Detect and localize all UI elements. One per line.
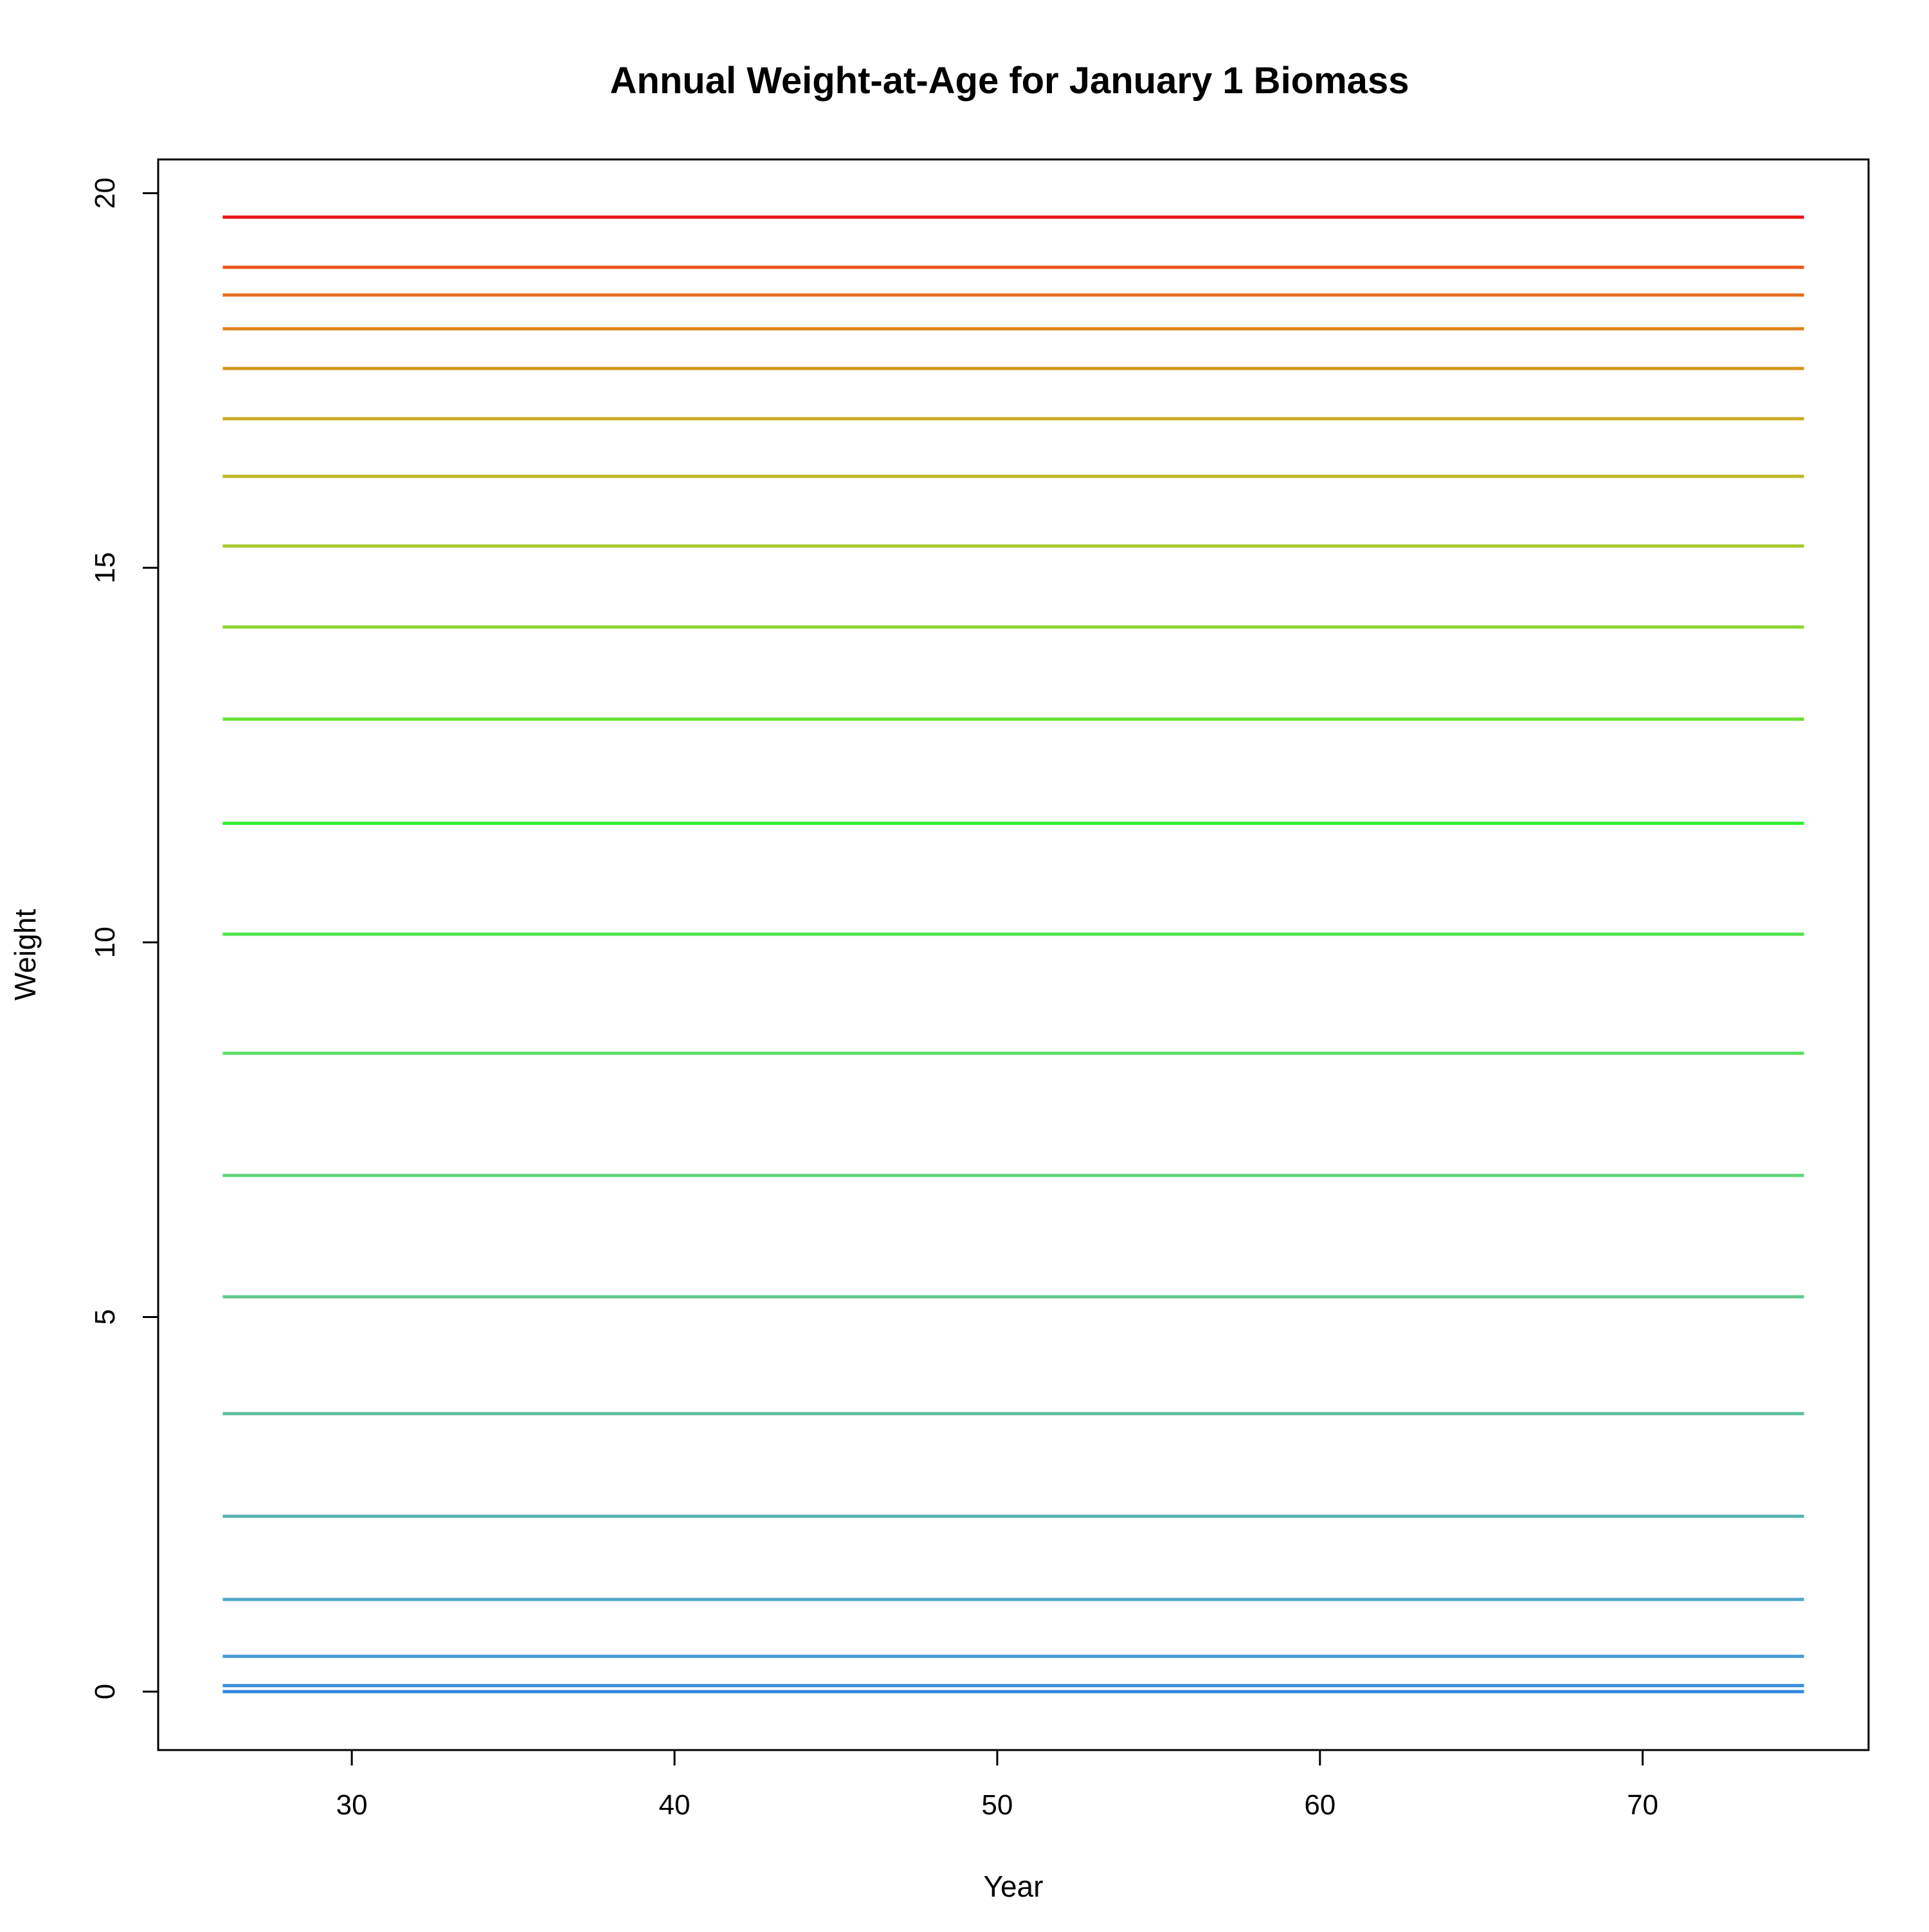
plot-frame (157, 158, 1870, 1751)
x-tick-label: 60 (1304, 1789, 1336, 1821)
y-tick-label: 15 (89, 552, 121, 584)
x-axis-label: Year (984, 1870, 1044, 1903)
y-axis-label: Weight (8, 909, 42, 1001)
y-axis: 0 5 10 15 20 (89, 177, 158, 1699)
x-tick-label: 50 (981, 1789, 1013, 1821)
x-axis: 30 40 50 60 70 (336, 1750, 1658, 1821)
y-tick-label: 10 (89, 926, 121, 958)
y-tick-label: 5 (89, 1309, 121, 1324)
series-layer (222, 215, 1804, 1693)
y-tick-label: 20 (89, 177, 121, 209)
x-tick-label: 40 (659, 1789, 691, 1821)
x-tick-label: 70 (1627, 1789, 1658, 1821)
y-tick-label: 0 (89, 1684, 121, 1699)
chart-title: Annual Weight-at-Age for January 1 Bioma… (610, 60, 1409, 102)
x-tick-label: 30 (336, 1789, 368, 1821)
